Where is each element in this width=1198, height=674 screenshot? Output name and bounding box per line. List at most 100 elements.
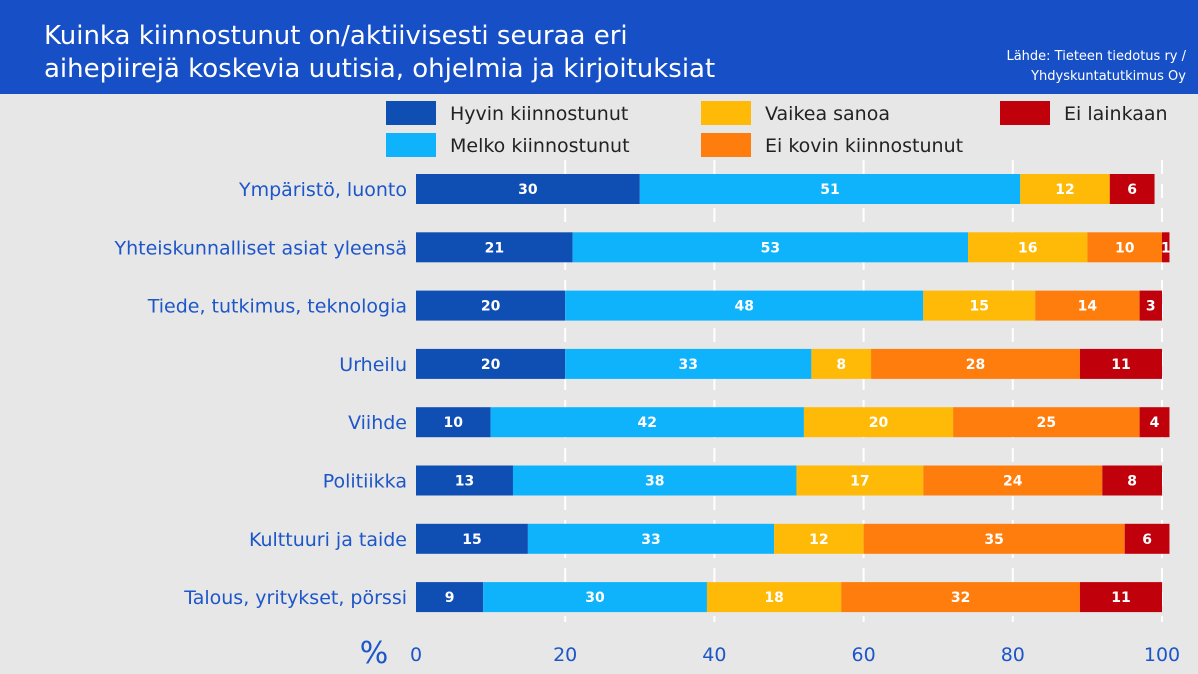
x-tick-label-80: 80 [1001,644,1025,666]
data-label-5-3: 20 [869,415,889,431]
x-tick-label-60: 60 [852,644,876,666]
data-label-3-4: 14 [1078,299,1098,315]
bar-segment-6-4 [923,465,1103,496]
data-label-8-1: 9 [445,590,455,606]
bar-segment-3-4 [1035,290,1140,321]
bar-segment-2-5 [1162,232,1170,263]
bar-segment-3-5 [1139,290,1162,321]
data-label-1-3: 12 [1055,182,1074,198]
bar-segment-7-4 [863,523,1125,554]
category-label-8: Talous, yritykset, pörssi [183,587,407,609]
x-axis: 0 20 40 60 80 100% [360,636,1180,671]
category-labels: Ympäristö, luonto Yhteiskunnalliset asiat… [113,179,407,609]
data-label-2-5: 1 [1161,240,1171,256]
bar-segment-4-5 [1079,348,1162,379]
category-label-2: Yhteiskunnalliset asiat yleensä [113,237,407,259]
category-label-6: Politiikka [323,471,407,493]
source-line-1: Lähde: Tieteen tiedotus ry / [1006,49,1186,64]
legend-swatch-1 [386,101,436,125]
category-label-4: Urheilu [339,354,407,376]
data-label-7-2: 33 [641,532,660,548]
bar-segment-4-3 [811,348,872,379]
chart-title-line-1: Kuinka kiinnostunut on/aktiivisesti seur… [44,21,628,51]
data-label-3-2: 48 [734,299,753,315]
bar-segment-5-1 [416,407,491,438]
data-label-4-2: 33 [679,357,698,373]
legend-label-4: Ei kovin kiinnostunut [765,135,963,157]
category-label-3: Tiede, tutkimus, teknologia [147,296,407,318]
bar-segment-2-3 [968,232,1088,263]
bar-segment-8-4 [841,582,1080,613]
bar-segment-3-3 [923,290,1036,321]
data-label-4-3: 8 [836,357,846,373]
bar-segment-4-2 [565,348,812,379]
data-label-3-5: 3 [1146,299,1156,315]
data-label-6-5: 8 [1127,474,1137,490]
category-label-5: Viihde [348,412,407,434]
legend-swatch-2 [386,133,436,157]
data-label-5-2: 42 [638,415,657,431]
bar-segment-5-3 [803,407,954,438]
data-label-8-2: 30 [585,590,605,606]
data-label-6-1: 13 [455,474,474,490]
bar-segment-6-1 [416,465,513,496]
bar-segment-5-4 [953,407,1140,438]
category-label-1: Ympäristö, luonto [238,179,407,201]
bar-segment-3-2 [565,290,924,321]
data-label-3-3: 15 [969,299,988,315]
bar-segment-1-1 [416,174,640,204]
data-label-1-2: 51 [820,182,839,198]
data-label-5-4: 25 [1037,415,1056,431]
legend-label-3: Vaikea sanoa [765,103,890,125]
data-label-2-2: 53 [761,240,780,256]
chart-title-line-2: aihepiirejä koskevia uutisia, ohjelmia j… [44,54,716,84]
legend-label-1: Hyvin kiinnostunut [450,103,628,125]
data-label-7-5: 6 [1142,532,1152,548]
data-label-2-4: 10 [1115,240,1135,256]
x-tick-label-0: 0 [410,644,422,666]
legend-label-2: Melko kiinnostunut [450,135,630,157]
legend-swatch-4 [701,133,751,157]
bar-segment-8-2 [483,582,707,613]
bar-segment-4-1 [416,348,566,379]
x-tick-label-100: 100 [1144,644,1180,666]
source-note: Lähde: Tieteen tiedotus ry / Yhdyskuntat… [1006,47,1186,87]
legend-swatch-3 [701,101,751,125]
data-label-6-2: 38 [645,474,664,490]
data-label-8-5: 11 [1111,590,1130,606]
bar-segment-5-2 [490,407,804,438]
bar-segment-7-1 [416,523,528,554]
data-label-6-3: 17 [850,474,869,490]
data-label-4-4: 28 [966,357,985,373]
bar-segment-8-5 [1079,582,1162,613]
bar-segment-7-3 [774,523,864,554]
header-banner: Kuinka kiinnostunut on/aktiivisesti seur… [0,0,1198,94]
bar-segment-6-2 [512,465,797,496]
data-label-5-1: 10 [444,415,464,431]
bar-segment-5-5 [1139,407,1170,438]
legend-swatch-5 [1000,101,1050,125]
data-label-2-3: 16 [1018,240,1037,256]
bar-segment-1-3 [1020,174,1110,204]
source-line-2: Yhdyskuntatutkimus Oy [1031,69,1186,84]
bar-segment-2-4 [1087,232,1162,263]
bar-segment-7-5 [1124,523,1170,554]
data-label-7-1: 15 [462,532,481,548]
bar-segment-8-1 [416,582,484,613]
data-label-8-4: 32 [951,590,970,606]
legend: Hyvin kiinnostunut Melko kiinnostunut Vaik… [386,101,1168,157]
x-tick-label-20: 20 [553,644,577,666]
data-label-1-1: 30 [518,182,538,198]
data-label-7-3: 12 [809,532,828,548]
data-label-7-4: 35 [984,532,1003,548]
category-label-7: Kulttuuri ja taide [249,529,407,551]
bar-segment-8-3 [706,582,842,613]
bar-segment-6-5 [1102,465,1162,496]
chart-title: Kuinka kiinnostunut on/aktiivisesti seur… [44,20,924,86]
bar-segment-1-2 [639,174,1021,204]
bar-segment-3-1 [416,290,566,321]
data-label-4-5: 11 [1111,357,1130,373]
data-label-4-1: 20 [481,357,501,373]
